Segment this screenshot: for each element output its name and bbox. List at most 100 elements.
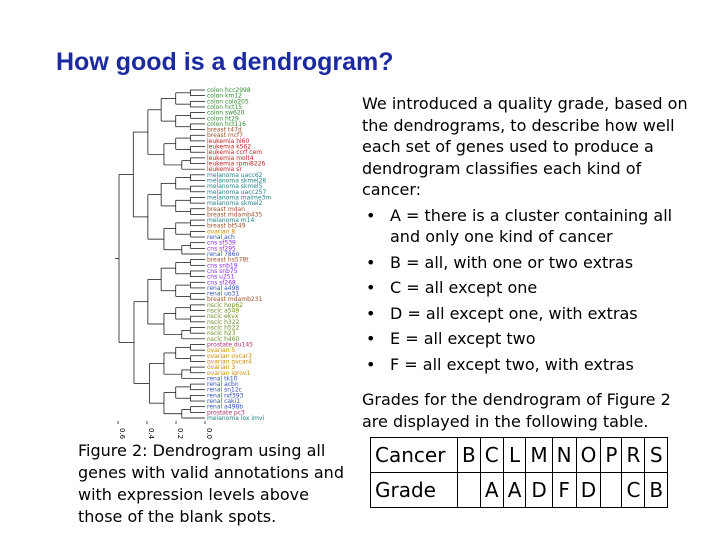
leaf-label: ovarian igrov1 <box>207 370 250 377</box>
table-cell: M <box>525 437 553 473</box>
leaf-label: renal uo31 <box>207 291 239 298</box>
leaf-label: melanoma uacc62 <box>207 172 263 179</box>
intro: We introduced a quality grade, based on … <box>362 94 688 199</box>
axis-tick-label: 0.2 <box>176 428 184 439</box>
leaf-label: melanoma malme3m <box>207 194 271 201</box>
leaf-label: colon hct15 <box>207 104 242 111</box>
leaf-label: nsclc a549 <box>207 308 239 315</box>
table-cell: B <box>457 437 481 473</box>
table-cell: P <box>600 437 623 473</box>
leaf-label: colon sw620 <box>207 110 245 117</box>
leaf-label: nsclc h522 <box>207 325 240 332</box>
bullet: B = all, with one or two extras <box>362 252 692 274</box>
leaf-label: melanoma uacc257 <box>207 189 266 196</box>
axis-tick-label: 0.4 <box>147 428 155 440</box>
table-cell: Cancer <box>370 437 458 473</box>
leaf-label: ovarian 5 <box>207 347 235 354</box>
leaf-label: breast mdan <box>207 206 245 213</box>
leaf-label: colon km12 <box>207 93 242 100</box>
axis-tick-label: 0.6 <box>118 428 126 440</box>
leaf-label: ovarian ovcar3 <box>207 353 252 360</box>
leaf-label: cns u251 <box>207 274 235 281</box>
leaf-label: cns sf539 <box>207 240 236 247</box>
leaf-label: melanoma skmel28 <box>207 177 266 184</box>
table-cell: B <box>644 472 669 508</box>
leaf-label: colon colo205 <box>207 98 249 105</box>
table-cell: O <box>575 437 602 473</box>
leaf-label: prostate pc3 <box>207 409 245 416</box>
leaf-label: melanoma lox imvi <box>207 415 264 422</box>
leaf-label: renal a498 <box>207 285 239 292</box>
table-cell: N <box>551 437 577 473</box>
table-row: Grade A A D F D C B <box>370 472 669 508</box>
leaf-label: ovarian 3 <box>207 364 235 371</box>
leaf-label: prostate du145 <box>207 341 253 348</box>
leaf-label: colon hct116 <box>207 121 246 128</box>
leaf-label: renal 786o <box>207 251 240 258</box>
leaf-label: cns sf268 <box>207 279 236 286</box>
table-cell: A <box>502 472 527 508</box>
leaf-label: ovarian 8 <box>207 228 235 235</box>
leaf-label: nsclc hop62 <box>207 302 243 309</box>
axis-tick-label: 0.0 <box>205 428 213 439</box>
leaf-label: leukemia rpmi8226 <box>207 161 265 168</box>
outro: Grades for the dendrogram of Figure 2 ar… <box>362 390 671 431</box>
table-cell: C <box>621 472 646 508</box>
leaf-label: breast hs578t <box>207 257 249 264</box>
leaf-label: melanoma skmel2 <box>207 200 263 207</box>
leaf-label: cns snb19 <box>207 262 238 269</box>
leaf-label: breast t47d <box>207 127 242 134</box>
table-cell: S <box>644 437 669 473</box>
leaf-label: cns sf295 <box>207 245 236 252</box>
bullet: D = all except one, with extras <box>362 303 692 325</box>
table-cell: D <box>575 472 602 508</box>
bullet-list: A = there is a cluster containing all an… <box>362 205 692 376</box>
table-row: Cancer B C L M N O P R S <box>370 437 669 473</box>
leaf-label: leukemia molt4 <box>207 155 254 162</box>
leaf-label: leukemia hl60 <box>207 138 249 145</box>
table-cell: A <box>479 472 504 508</box>
bullet: E = all except two <box>362 328 692 350</box>
table-cell: C <box>479 437 504 473</box>
leaf-label: renal acbn <box>207 381 239 388</box>
leaf-label: breast mcf7 <box>207 132 243 139</box>
table-cell: L <box>502 437 527 473</box>
leaf-label: nsclc ekvx <box>207 313 239 320</box>
leaf-label: renal ach <box>207 234 235 241</box>
table-cell: D <box>525 472 553 508</box>
bullet: A = there is a cluster containing all an… <box>362 205 692 248</box>
table-cell: Grade <box>370 472 458 508</box>
leaf-label: colon hcc2998 <box>207 87 251 94</box>
leaf-label: leukemia k562 <box>207 144 251 151</box>
body-text: We introduced a quality grade, based on … <box>362 93 692 432</box>
leaf-label: leukemia sr <box>207 166 242 173</box>
bullet: C = all except one <box>362 277 692 299</box>
leaf-label: colon ht29 <box>207 115 239 122</box>
slide-title: How good is a dendrogram? <box>56 48 394 76</box>
leaf-label: nsclc h23 <box>207 330 236 337</box>
leaf-label: nsclc h460 <box>207 336 240 343</box>
leaf-label: cns snb75 <box>207 268 238 275</box>
table-cell: R <box>621 437 646 473</box>
leaf-label: melanoma m14 <box>207 217 254 224</box>
leaf-label: breast mdamb435 <box>207 211 263 218</box>
leaf-label: renal sn12c <box>207 387 242 394</box>
leaf-label: renal caki1 <box>207 398 240 405</box>
leaf-label: leukemia ccrf cem <box>207 149 262 156</box>
leaf-label: melanoma skmel5 <box>207 183 263 190</box>
grade-table: Cancer B C L M N O P R S Grade A A D F D C B <box>370 437 669 508</box>
table-cell <box>600 472 623 508</box>
table-cell <box>457 472 481 508</box>
leaf-label: renal rxf393 <box>207 392 244 399</box>
leaf-label: ovarian ovcar4 <box>207 358 252 365</box>
leaf-label: nsclc h322 <box>207 319 240 326</box>
leaf-label: renal a498b <box>207 404 243 411</box>
leaf-label: breast bt549 <box>207 223 246 230</box>
bullet: F = all except two, with extras <box>362 354 692 376</box>
table-cell: F <box>551 472 577 508</box>
figure-caption: Figure 2: Dendrogram using all genes wit… <box>78 441 344 526</box>
leaf-label: renal tk10 <box>207 375 238 382</box>
leaf-label: breast mdamb231 <box>207 296 263 303</box>
